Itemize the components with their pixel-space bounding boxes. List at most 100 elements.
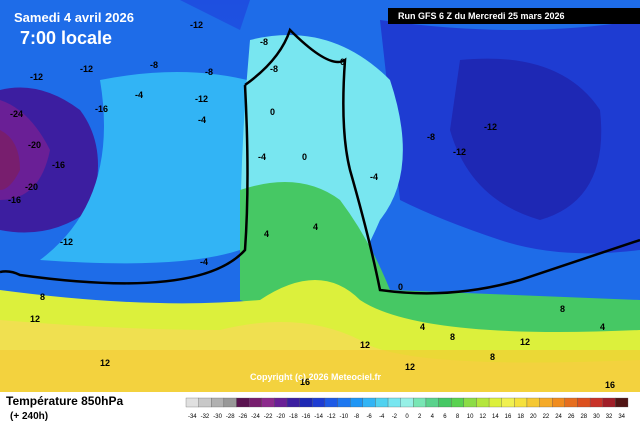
legend-swatch [375, 397, 389, 408]
legend-label: 34 [618, 414, 625, 420]
footer-bg [0, 392, 640, 427]
contour-label: -12 [80, 64, 93, 74]
legend-label: 4 [431, 414, 435, 420]
legend-swatch [223, 397, 237, 408]
legend-label: -24 [251, 414, 260, 420]
legend-label: 14 [492, 414, 499, 420]
contour-label: 16 [300, 377, 310, 387]
legend-label: 10 [467, 414, 474, 420]
contour-label: 12 [520, 337, 530, 347]
legend-swatch [577, 397, 591, 408]
legend-swatch [539, 397, 553, 408]
contour-label: 16 [605, 380, 615, 390]
legend-swatch [589, 397, 603, 408]
contour-label: 8 [450, 332, 455, 342]
legend-swatch [400, 397, 414, 408]
legend-swatch [451, 397, 464, 408]
contour-label: 4 [600, 322, 605, 332]
legend: -34 -32 -30 -28 -26 -24 -22 -20 -18 -16 -14 -12 -10-… [185, 397, 629, 420]
contour-label: -12 [453, 147, 466, 157]
contour-label: 0 [398, 282, 403, 292]
legend-swatch [602, 397, 616, 408]
legend-swatch [413, 397, 427, 408]
contour-label: 12 [30, 314, 40, 324]
legend-label: 22 [543, 414, 550, 420]
contour-label: 8 [560, 304, 565, 314]
legend-label: -6 [366, 414, 372, 420]
contour-label: -4 [370, 172, 378, 182]
legend-label: 18 [517, 414, 524, 420]
legend-label: 8 [456, 414, 460, 420]
contour-label: 4 [264, 229, 269, 239]
legend-label: 16 [505, 414, 512, 420]
legend-swatch [185, 397, 199, 408]
legend-swatch [564, 397, 578, 408]
legend-swatch [324, 397, 338, 408]
contour-label: -16 [95, 104, 108, 114]
legend-swatch [337, 397, 351, 408]
legend-swatch [463, 397, 477, 408]
contour-label: 4 [313, 222, 318, 232]
map-time: 7:00 locale [20, 28, 112, 48]
contour-label: 0 [340, 57, 345, 67]
legend-swatch [552, 397, 566, 408]
legend-swatch [615, 397, 629, 408]
legend-swatch [425, 397, 439, 408]
legend-swatch [488, 397, 502, 408]
contour-label: 8 [40, 292, 45, 302]
footer-title: Température 850hPa [6, 394, 123, 408]
contour-label: 0 [270, 107, 275, 117]
contour-label: 12 [405, 362, 415, 372]
legend-label: -30 [213, 414, 222, 420]
legend-swatch [514, 397, 528, 408]
legend-label: -16 [302, 414, 311, 420]
legend-swatch [312, 397, 326, 408]
run-info: Run GFS 6 Z du Mercredi 25 mars 2026 [398, 11, 565, 21]
legend-swatch [198, 397, 212, 408]
contour-label: -4 [135, 90, 143, 100]
legend-label: 26 [568, 414, 575, 420]
legend-label: -22 [264, 414, 273, 420]
legend-swatch [286, 397, 300, 408]
contour-label: -20 [25, 182, 38, 192]
legend-swatch [299, 397, 313, 408]
legend-label: 20 [530, 414, 537, 420]
legend-label: 2 [418, 414, 422, 420]
contour-label: -16 [52, 160, 65, 170]
legend-swatch [236, 397, 250, 408]
legend-swatch [248, 397, 262, 408]
contour-label: -12 [60, 237, 73, 247]
contour-label: -8 [205, 67, 213, 77]
contour-label: -4 [198, 115, 206, 125]
legend-label: 30 [593, 414, 600, 420]
legend-swatch [362, 397, 376, 408]
contour-label: -16 [8, 195, 21, 205]
contour-label: -8 [260, 37, 268, 47]
legend-label: 12 [479, 414, 486, 420]
legend-label: -4 [379, 414, 385, 420]
legend-label: -14 [314, 414, 323, 420]
legend-label: -28 [226, 414, 235, 420]
legend-swatch [501, 397, 515, 408]
legend-label: 32 [606, 414, 613, 420]
footer-range: (+ 240h) [10, 411, 48, 422]
legend-label: -2 [392, 414, 398, 420]
contour-label: -4 [200, 257, 208, 267]
legend-label: 0 [405, 414, 409, 420]
legend-swatch [476, 397, 490, 408]
contour-label: 4 [420, 322, 425, 332]
contour-label: -12 [190, 20, 203, 30]
legend-swatch [438, 397, 452, 408]
legend-swatch [387, 397, 401, 408]
contour-label: -24 [10, 109, 23, 119]
contour-label: 0 [302, 152, 307, 162]
map-labels: -12 -12 -8 -4 -12 -8 -16 -24 -20 -16 -20 -16 -12 -4 -8… [8, 20, 615, 390]
contour-label: -12 [195, 94, 208, 104]
legend-label: -20 [276, 414, 285, 420]
legend-label: -10 [340, 414, 349, 420]
contour-label: -12 [484, 122, 497, 132]
contour-label: 12 [100, 358, 110, 368]
legend-swatch [211, 397, 225, 408]
